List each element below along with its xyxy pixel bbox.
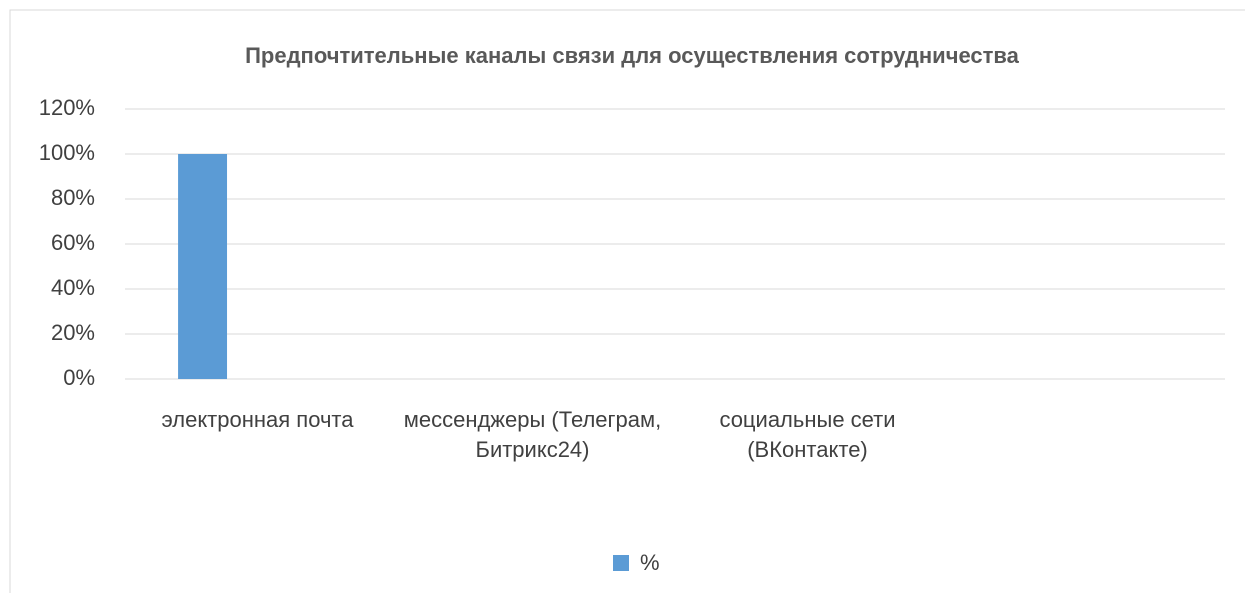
- y-tick-label: 40%: [51, 275, 95, 300]
- x-tick-label: социальные сети (ВКонтакте): [719, 407, 896, 462]
- y-tick-label: 120%: [39, 95, 95, 120]
- x-tick-label: мессенджеры (Телеграм, Битрикс24): [403, 407, 662, 462]
- bar: [178, 154, 228, 379]
- y-tick-label: 20%: [51, 320, 95, 345]
- y-tick-label: 0%: [63, 365, 95, 390]
- x-tick-label: электронная почта: [161, 407, 354, 432]
- chart-border: [9, 9, 1245, 593]
- y-tick-label: 100%: [39, 140, 95, 165]
- legend-label: %: [640, 550, 660, 575]
- y-tick-label: 80%: [51, 185, 95, 210]
- y-tick-label: 60%: [51, 230, 95, 255]
- legend-swatch: [613, 555, 629, 571]
- chart-title: Предпочтительные каналы связи для осущес…: [245, 43, 1020, 68]
